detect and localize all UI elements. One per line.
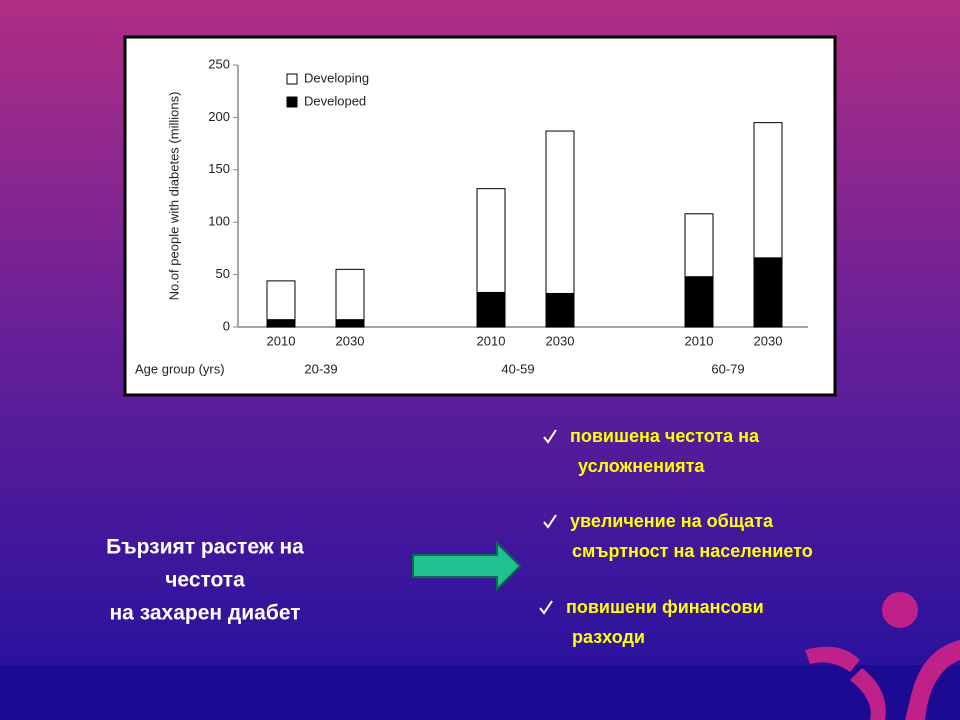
logo-arm: [805, 646, 860, 672]
bar-segment: [335, 268, 365, 321]
bar-segment: [476, 188, 506, 293]
group-label: 40-59: [501, 361, 534, 376]
bullet-text: смъртност на населението: [572, 541, 813, 561]
bar-segment: [753, 257, 783, 328]
bar-segment: [684, 213, 714, 278]
bullet-text: повишена честота на: [570, 426, 760, 446]
bar-segment: [476, 291, 506, 328]
x-tick-label: 2010: [685, 333, 714, 348]
headline: Бързият растеж на: [106, 536, 304, 559]
y-tick-label: 150: [208, 161, 230, 176]
logo: [805, 592, 960, 720]
logo-dot: [882, 592, 918, 628]
logo-leg: [850, 668, 886, 720]
y-tick-label: 100: [208, 214, 230, 229]
checkmark: [543, 514, 557, 529]
legend-swatch: [286, 96, 298, 108]
group-label: 60-79: [711, 361, 744, 376]
x-tick-label: 2010: [477, 333, 506, 348]
y-tick-label: 50: [216, 266, 230, 281]
y-tick-label: 200: [208, 109, 230, 124]
bullet-text: разходи: [572, 627, 645, 647]
x-tick-label: 2030: [754, 333, 783, 348]
arrow: [412, 540, 522, 592]
headline: честота: [165, 569, 245, 592]
bar-segment: [266, 319, 296, 328]
x-tick-label: 2030: [336, 333, 365, 348]
checkmark: [543, 429, 557, 444]
logo-body: [905, 640, 960, 720]
x-tick-label: 2010: [267, 333, 296, 348]
bar-segment: [684, 276, 714, 328]
bar-segment: [545, 292, 575, 328]
bar-segment: [545, 130, 575, 294]
legend-swatch: [286, 73, 298, 85]
bullet-text: увеличение на общата: [570, 511, 774, 531]
footer-band: [0, 665, 960, 720]
x-axis-title: Age group (yrs): [135, 361, 225, 376]
bar-segment: [335, 319, 365, 328]
bullet-text: повишени финансови: [566, 597, 764, 617]
chart: 0 50 100 150 200 250 No.of people with diabete…: [135, 56, 808, 376]
group-label: 20-39: [304, 361, 337, 376]
checkmark: [539, 600, 553, 615]
bar-segment: [266, 280, 296, 321]
headline: на захарен диабет: [110, 602, 301, 625]
y-tick-label: 0: [223, 318, 230, 333]
y-axis-title: No.of people with diabetes (millions): [166, 92, 181, 301]
y-tick-label: 250: [208, 56, 230, 71]
bullet-text: усложненията: [578, 456, 705, 476]
x-tick-label: 2030: [546, 333, 575, 348]
legend-label: Developed: [304, 93, 366, 108]
bar-segment: [753, 122, 783, 259]
legend-label: Developing: [304, 70, 369, 85]
slide-text: Бързият растеж на честота на захарен диабе…: [106, 426, 813, 647]
